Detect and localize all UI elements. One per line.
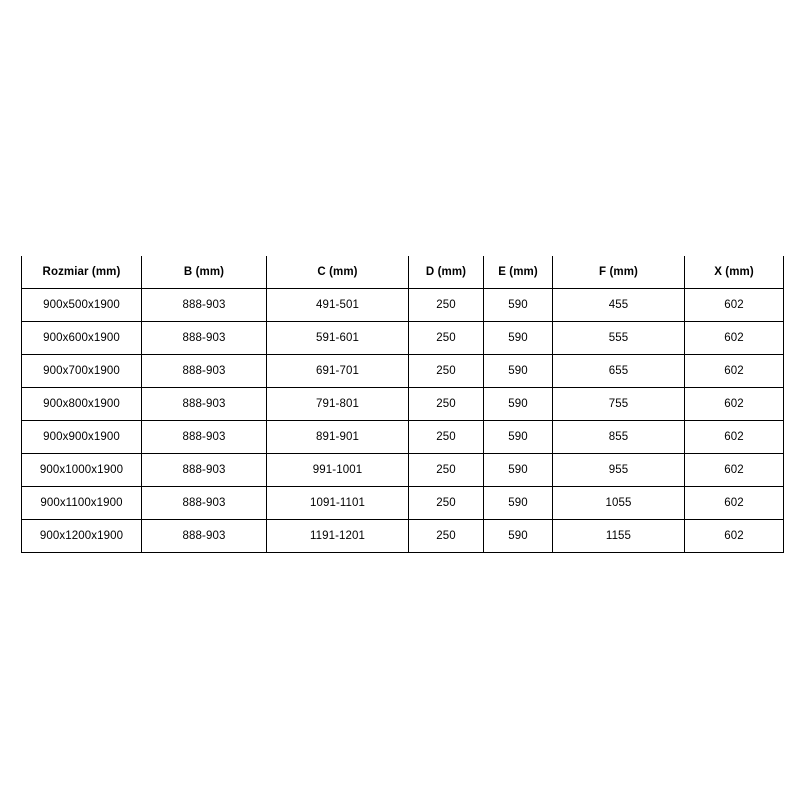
specification-table-container: Rozmiar (mm) B (mm) C (mm) D (mm) E (mm)… (21, 256, 784, 553)
cell-b: 888-903 (141, 486, 267, 520)
cell-f: 855 (552, 420, 685, 454)
cell-b: 888-903 (141, 354, 267, 388)
cell-c: 691-701 (266, 354, 409, 388)
cell-b: 888-903 (141, 420, 267, 454)
cell-d: 250 (408, 288, 484, 322)
cell-c: 1091-1101 (266, 486, 409, 520)
column-header-b: B (mm) (141, 256, 267, 289)
cell-f: 1055 (552, 486, 685, 520)
cell-d: 250 (408, 453, 484, 487)
cell-size: 900x600x1900 (21, 321, 142, 355)
table-row: 900x1000x1900 888-903 991-1001 250 590 955 602 (21, 453, 784, 487)
cell-d: 250 (408, 354, 484, 388)
cell-d: 250 (408, 519, 484, 553)
column-header-f: F (mm) (552, 256, 685, 289)
cell-x: 602 (684, 387, 784, 421)
cell-e: 590 (483, 387, 553, 421)
cell-f: 1155 (552, 519, 685, 553)
column-header-x: X (mm) (684, 256, 784, 289)
cell-e: 590 (483, 288, 553, 322)
cell-c: 791-801 (266, 387, 409, 421)
cell-c: 491-501 (266, 288, 409, 322)
cell-size: 900x1000x1900 (21, 453, 142, 487)
cell-size: 900x1200x1900 (21, 519, 142, 553)
cell-c: 891-901 (266, 420, 409, 454)
column-header-e: E (mm) (483, 256, 553, 289)
table-header-row: Rozmiar (mm) B (mm) C (mm) D (mm) E (mm)… (21, 256, 784, 289)
cell-x: 602 (684, 354, 784, 388)
cell-f: 555 (552, 321, 685, 355)
cell-e: 590 (483, 453, 553, 487)
table-row: 900x900x1900 888-903 891-901 250 590 855 602 (21, 420, 784, 454)
cell-e: 590 (483, 519, 553, 553)
table-header: Rozmiar (mm) B (mm) C (mm) D (mm) E (mm)… (21, 256, 784, 289)
cell-b: 888-903 (141, 519, 267, 553)
cell-b: 888-903 (141, 453, 267, 487)
cell-b: 888-903 (141, 321, 267, 355)
cell-e: 590 (483, 486, 553, 520)
column-header-d: D (mm) (408, 256, 484, 289)
cell-f: 955 (552, 453, 685, 487)
cell-size: 900x1100x1900 (21, 486, 142, 520)
cell-d: 250 (408, 486, 484, 520)
table-body: 900x500x1900 888-903 491-501 250 590 455 602 90… (21, 288, 784, 553)
table-row: 900x600x1900 888-903 591-601 250 590 555 602 (21, 321, 784, 355)
cell-x: 602 (684, 486, 784, 520)
cell-e: 590 (483, 321, 553, 355)
cell-d: 250 (408, 321, 484, 355)
cell-c: 991-1001 (266, 453, 409, 487)
table-row: 900x1200x1900 888-903 1191-1201 250 590 1155 6… (21, 519, 784, 553)
cell-d: 250 (408, 387, 484, 421)
cell-e: 590 (483, 354, 553, 388)
cell-size: 900x900x1900 (21, 420, 142, 454)
cell-e: 590 (483, 420, 553, 454)
cell-c: 591-601 (266, 321, 409, 355)
table-row: 900x1100x1900 888-903 1091-1101 250 590 1055 6… (21, 486, 784, 520)
cell-size: 900x700x1900 (21, 354, 142, 388)
cell-x: 602 (684, 420, 784, 454)
cell-f: 655 (552, 354, 685, 388)
cell-f: 755 (552, 387, 685, 421)
cell-x: 602 (684, 321, 784, 355)
table-row: 900x700x1900 888-903 691-701 250 590 655 602 (21, 354, 784, 388)
cell-d: 250 (408, 420, 484, 454)
table-row: 900x500x1900 888-903 491-501 250 590 455 602 (21, 288, 784, 322)
cell-x: 602 (684, 453, 784, 487)
cell-x: 602 (684, 519, 784, 553)
cell-size: 900x500x1900 (21, 288, 142, 322)
specification-table: Rozmiar (mm) B (mm) C (mm) D (mm) E (mm)… (21, 256, 784, 553)
column-header-size: Rozmiar (mm) (21, 256, 142, 289)
cell-x: 602 (684, 288, 784, 322)
column-header-c: C (mm) (266, 256, 409, 289)
cell-size: 900x800x1900 (21, 387, 142, 421)
cell-b: 888-903 (141, 387, 267, 421)
cell-c: 1191-1201 (266, 519, 409, 553)
cell-b: 888-903 (141, 288, 267, 322)
table-row: 900x800x1900 888-903 791-801 250 590 755 602 (21, 387, 784, 421)
cell-f: 455 (552, 288, 685, 322)
